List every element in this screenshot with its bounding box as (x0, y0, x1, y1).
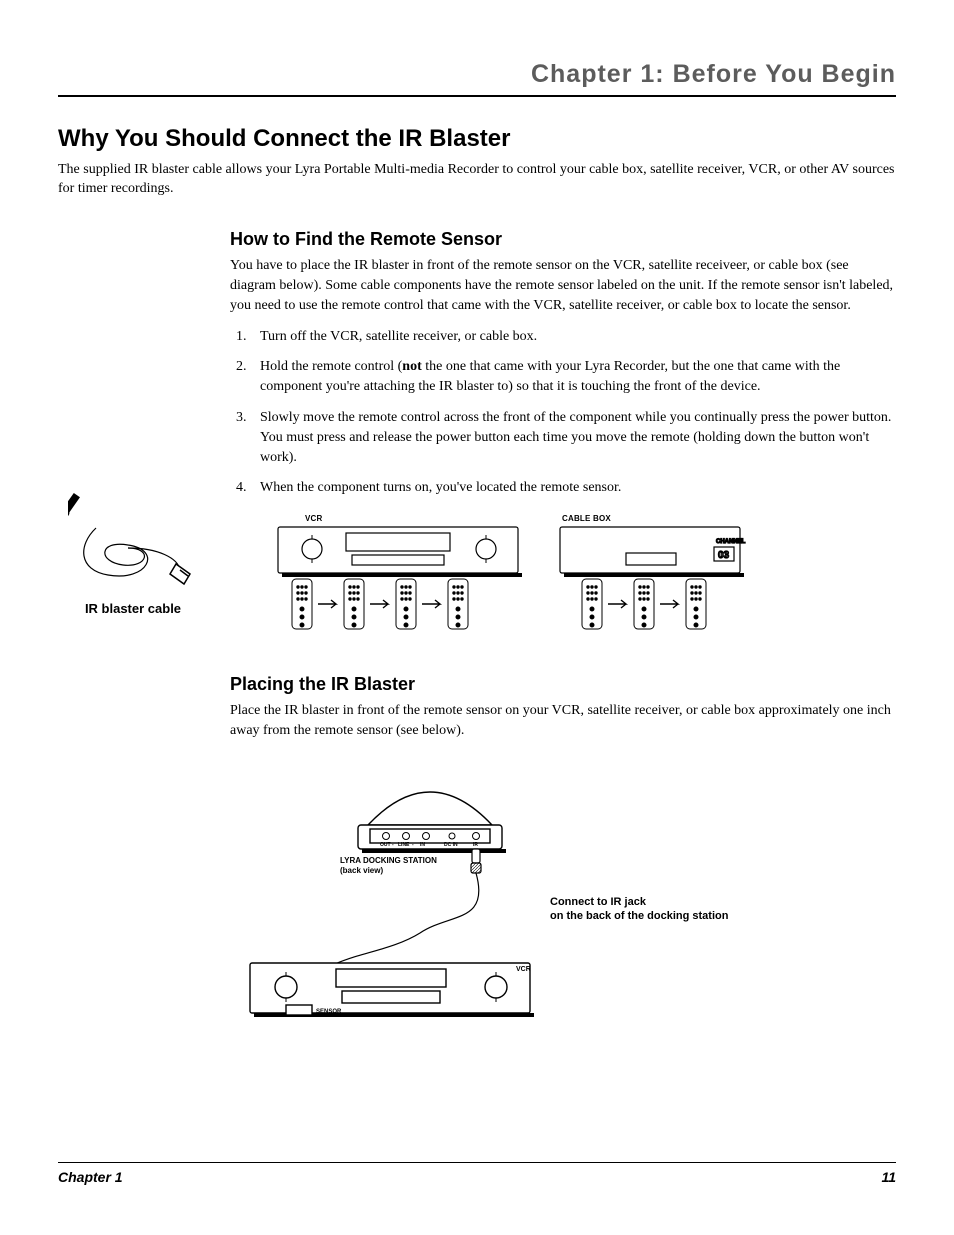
section-placing: Placing the IR Blaster Place the IR blas… (230, 674, 896, 742)
step-3: Slowly move the remote control across th… (250, 408, 896, 469)
vcr-label: VCR (305, 514, 323, 523)
chapter-header: Chapter 1: Before You Begin (58, 60, 896, 97)
ir-blaster-cable-figure: IR blaster cable (58, 490, 208, 616)
ir-blaster-cable-caption: IR blaster cable (58, 601, 208, 616)
footer-left: Chapter 1 (58, 1169, 123, 1185)
connect-label-2: on the back of the docking station (550, 910, 729, 922)
step-1: Turn off the VCR, satellite receiver, or… (250, 327, 896, 347)
step-4: When the component turns on, you've loca… (250, 478, 896, 498)
cablebox-remote-sweep-icon (582, 579, 706, 629)
cablebox-device-icon: CHANNEL 03 (560, 527, 746, 577)
find-sensor-steps: Turn off the VCR, satellite receiver, or… (230, 327, 896, 499)
find-sensor-diagram: VCR (230, 509, 896, 644)
ir-blaster-cable-icon (68, 490, 198, 590)
vcr-device-icon (278, 527, 522, 577)
port-ir-label: IR (473, 842, 478, 848)
step-2a: Hold the remote control ( (260, 359, 402, 374)
dock-label-2: (back view) (340, 866, 383, 875)
step-2b: not (402, 359, 421, 374)
intro-paragraph: The supplied IR blaster cable allows you… (58, 161, 896, 199)
vcr-bottom-icon (250, 963, 534, 1017)
step-2: Hold the remote control (not the one tha… (250, 357, 896, 398)
find-sensor-heading: How to Find the Remote Sensor (230, 229, 896, 250)
placing-diagram: OUT - LINE - IN DC IN IR LYRA DOCKING ST… (230, 753, 896, 1058)
vcr-remote-sweep-icon (292, 579, 468, 629)
channel-label: CHANNEL (716, 539, 746, 545)
vcr-small-label: VCR (516, 966, 531, 973)
placing-heading: Placing the IR Blaster (230, 674, 896, 695)
port-dcin-label: DC IN (444, 842, 458, 848)
channel-value: 03 (718, 550, 730, 561)
port-in-label: IN (420, 842, 425, 848)
footer-right: 11 (881, 1169, 896, 1185)
sensor-label: SENSOR (316, 1009, 342, 1015)
page-title: Why You Should Connect the IR Blaster (58, 125, 896, 153)
port-out-label: OUT (380, 842, 391, 848)
connect-label-1: Connect to IR jack (550, 896, 647, 908)
section-find-sensor: How to Find the Remote Sensor You have t… (230, 229, 896, 499)
port-line-label: LINE (398, 842, 410, 848)
placing-paragraph: Place the IR blaster in front of the rem… (230, 701, 896, 742)
find-sensor-paragraph: You have to place the IR blaster in fron… (230, 256, 896, 317)
dock-label-1: LYRA DOCKING STATION (340, 856, 437, 865)
page-footer: Chapter 1 11 (58, 1162, 896, 1185)
cablebox-label: CABLE BOX (562, 514, 611, 523)
